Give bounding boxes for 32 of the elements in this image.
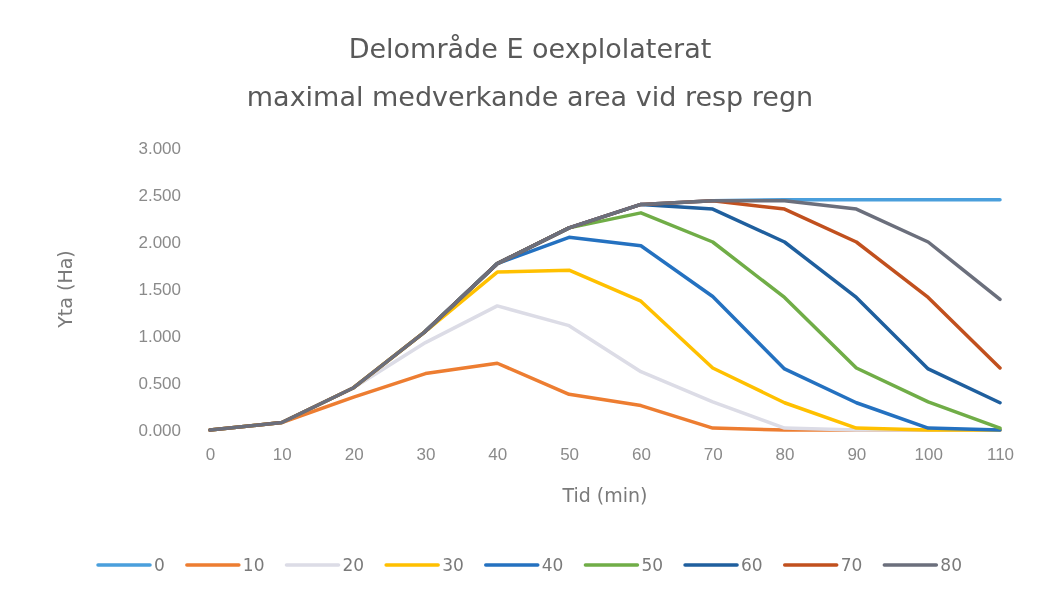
y-tick-label: 1.000 — [138, 326, 181, 346]
y-tick-label: 2.500 — [138, 185, 181, 205]
y-tick-label: 0.000 — [138, 420, 181, 440]
x-tick-label: 70 — [703, 445, 723, 464]
y-tick-label: 1.500 — [138, 279, 181, 299]
y-tick-label: 0.500 — [138, 373, 181, 393]
x-tick-label: 50 — [560, 445, 580, 464]
x-tick-label: 20 — [344, 445, 364, 464]
y-axis-title: Yta (Ha) — [54, 250, 76, 329]
x-tick-label: 110 — [986, 445, 1015, 464]
x-tick-label: 100 — [914, 445, 943, 464]
x-tick-label: 80 — [775, 445, 795, 464]
legend-label: 60 — [741, 555, 763, 575]
x-tick-label: 30 — [416, 445, 436, 464]
legend-label: 40 — [541, 555, 564, 575]
y-tick-label: 2.000 — [138, 232, 181, 252]
x-tick-label: 40 — [488, 445, 508, 464]
legend-label: 10 — [242, 555, 265, 575]
x-tick-label: 60 — [631, 445, 651, 464]
legend-label: 30 — [442, 555, 464, 575]
legend-label: 80 — [940, 555, 962, 575]
legend-label: 20 — [342, 555, 365, 575]
x-tick-label: 0 — [205, 445, 216, 464]
legend-label: 0 — [154, 555, 165, 575]
legend-label: 50 — [641, 555, 664, 575]
chart-subtitle: maximal medverkande area vid resp regn — [246, 81, 814, 112]
x-tick-label: 90 — [847, 445, 867, 464]
y-tick-label: 3.000 — [138, 138, 181, 158]
chart-title: Delområde E oexplolaterat — [348, 33, 712, 64]
legend-label: 70 — [840, 555, 863, 575]
x-axis-title: Tid (min) — [561, 484, 648, 506]
x-tick-label: 10 — [272, 445, 292, 464]
